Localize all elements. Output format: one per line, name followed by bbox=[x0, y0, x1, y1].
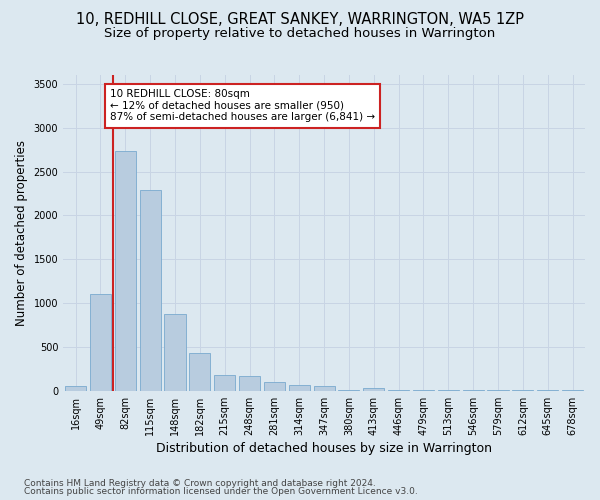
Text: Contains HM Land Registry data © Crown copyright and database right 2024.: Contains HM Land Registry data © Crown c… bbox=[24, 478, 376, 488]
Y-axis label: Number of detached properties: Number of detached properties bbox=[15, 140, 28, 326]
X-axis label: Distribution of detached houses by size in Warrington: Distribution of detached houses by size … bbox=[156, 442, 492, 455]
Bar bbox=[314, 386, 335, 391]
Bar bbox=[65, 386, 86, 391]
Text: 10, REDHILL CLOSE, GREAT SANKEY, WARRINGTON, WA5 1ZP: 10, REDHILL CLOSE, GREAT SANKEY, WARRING… bbox=[76, 12, 524, 28]
Bar bbox=[289, 385, 310, 391]
Text: Contains public sector information licensed under the Open Government Licence v3: Contains public sector information licen… bbox=[24, 487, 418, 496]
Bar bbox=[214, 376, 235, 391]
Bar bbox=[189, 353, 211, 391]
Bar bbox=[140, 190, 161, 391]
Text: 10 REDHILL CLOSE: 80sqm
← 12% of detached houses are smaller (950)
87% of semi-d: 10 REDHILL CLOSE: 80sqm ← 12% of detache… bbox=[110, 89, 375, 122]
Bar bbox=[90, 294, 111, 391]
Bar bbox=[363, 388, 385, 391]
Bar bbox=[239, 376, 260, 391]
Text: Size of property relative to detached houses in Warrington: Size of property relative to detached ho… bbox=[104, 28, 496, 40]
Bar bbox=[264, 382, 285, 391]
Bar bbox=[164, 314, 185, 391]
Bar bbox=[115, 152, 136, 391]
